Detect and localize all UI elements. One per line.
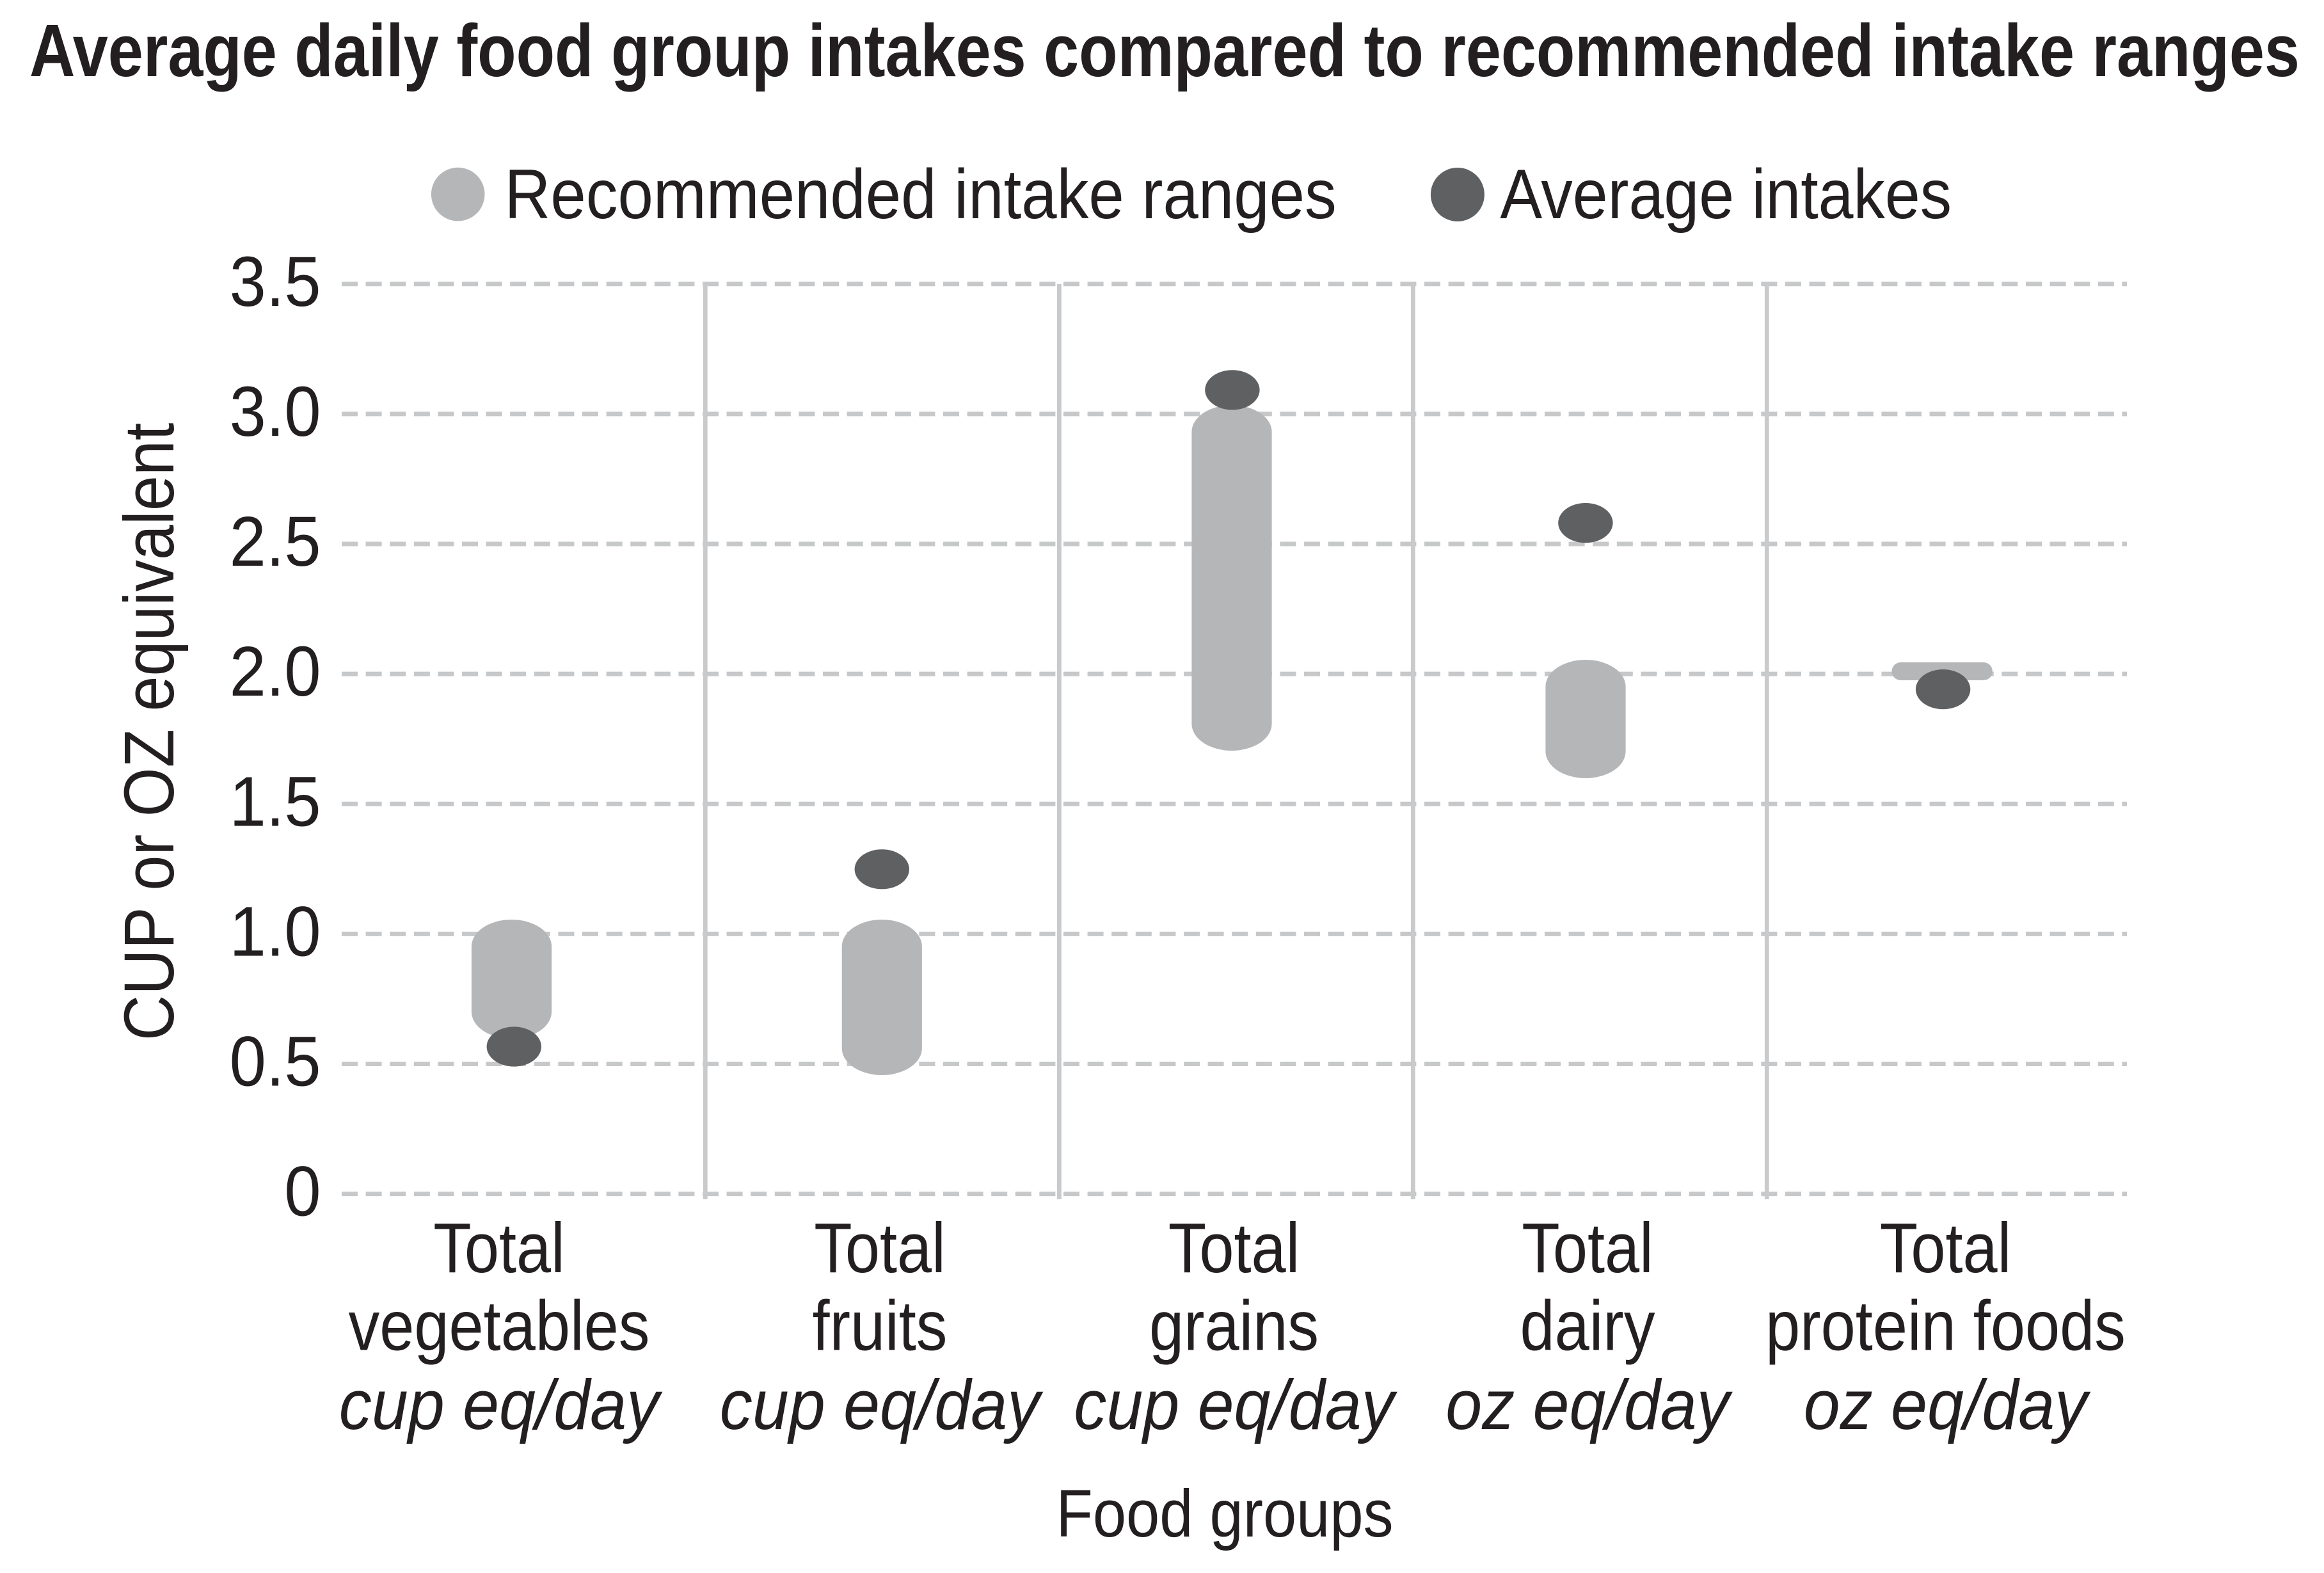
- svg-text:2.0: 2.0: [230, 632, 321, 711]
- svg-text:Average intakes: Average intakes: [1500, 155, 1952, 234]
- svg-text:cup eq/day: cup eq/day: [1074, 1366, 1397, 1444]
- svg-text:1.0: 1.0: [230, 892, 321, 971]
- svg-text:Total: Total: [1880, 1210, 2012, 1288]
- svg-text:Average daily food group intak: Average daily food group intakes compare…: [29, 9, 2300, 92]
- svg-text:dairy: dairy: [1520, 1287, 1655, 1366]
- svg-text:0.5: 0.5: [230, 1022, 321, 1101]
- svg-text:cup eq/day: cup eq/day: [339, 1366, 663, 1444]
- svg-text:Food groups: Food groups: [1056, 1476, 1394, 1551]
- svg-text:protein foods: protein foods: [1765, 1287, 2126, 1366]
- svg-text:vegetables: vegetables: [349, 1287, 650, 1366]
- svg-text:Total: Total: [433, 1210, 565, 1288]
- svg-text:1.5: 1.5: [230, 762, 321, 841]
- svg-text:3.5: 3.5: [230, 243, 321, 321]
- svg-text:Total: Total: [1168, 1210, 1300, 1288]
- svg-text:Recommended intake ranges: Recommended intake ranges: [505, 155, 1337, 234]
- svg-text:CUP or OZ equivalent: CUP or OZ equivalent: [110, 423, 189, 1041]
- svg-text:3.0: 3.0: [230, 372, 321, 451]
- svg-text:fruits: fruits: [813, 1287, 948, 1366]
- svg-text:cup eq/day: cup eq/day: [720, 1366, 1044, 1444]
- svg-text:grains: grains: [1149, 1287, 1319, 1366]
- svg-text:oz eq/day: oz eq/day: [1445, 1366, 1733, 1444]
- svg-text:0: 0: [284, 1152, 321, 1231]
- svg-text:2.5: 2.5: [230, 502, 321, 581]
- svg-text:Total: Total: [814, 1210, 946, 1288]
- svg-text:Total: Total: [1522, 1210, 1653, 1288]
- svg-text:oz eq/day: oz eq/day: [1804, 1366, 2091, 1444]
